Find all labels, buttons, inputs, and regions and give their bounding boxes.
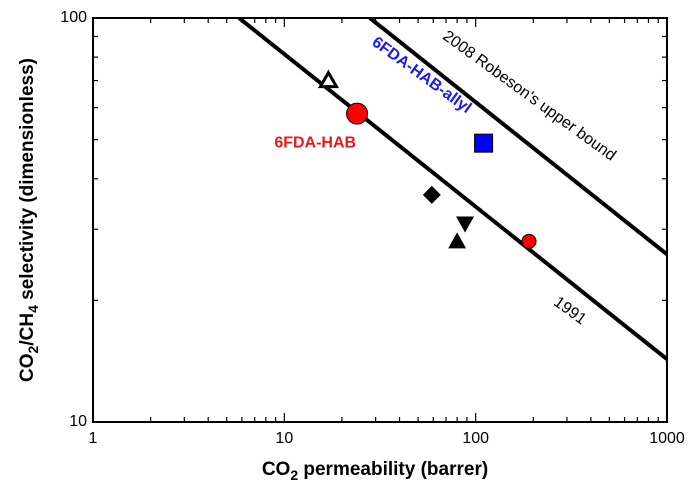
data-point-triangle-up-open-3 [317, 69, 340, 89]
bound-line-2008 [368, 18, 667, 256]
bound-line-1991 [237, 18, 667, 361]
y-axis-label-a: CO [17, 353, 38, 382]
y-axis-label-c: selectivity (dimensionless) [17, 58, 38, 305]
y-axis-label-a-sub: 2 [25, 345, 41, 353]
data-point-6fda-hab [346, 102, 369, 125]
x-tick-label: 100 [462, 430, 489, 447]
data-point-6fda-hab-allyl [474, 133, 494, 153]
x-tick-label: 1000 [649, 430, 685, 447]
x-axis-label-sub: 2 [290, 467, 298, 483]
axis-ticks [92, 17, 668, 423]
data-point-triangle-up-6 [448, 232, 467, 249]
x-axis-label-prefix: CO [262, 459, 291, 480]
annotation-6fda-hab: 6FDA-HAB [274, 134, 356, 151]
x-axis-label: CO2 permeability (barrer) [262, 459, 488, 483]
y-tick-label: 100 [60, 9, 87, 26]
data-point-triangle-down-5 [456, 216, 475, 233]
y-axis-label-b-sub: 4 [25, 305, 41, 313]
y-axis-label-b: /CH [17, 313, 38, 346]
data-point-circle-2 [521, 233, 537, 249]
y-tick-label: 10 [69, 413, 87, 430]
x-axis-label-suffix: permeability (barrer) [298, 459, 488, 480]
plot-area [237, 18, 667, 361]
x-tick-label: 10 [275, 430, 293, 447]
x-tick-label: 1 [89, 430, 98, 447]
data-point-diamond-4 [422, 185, 441, 204]
y-axis-label: CO2/CH4 selectivity (dimensionless) [17, 58, 41, 382]
plot-frame [92, 17, 668, 423]
